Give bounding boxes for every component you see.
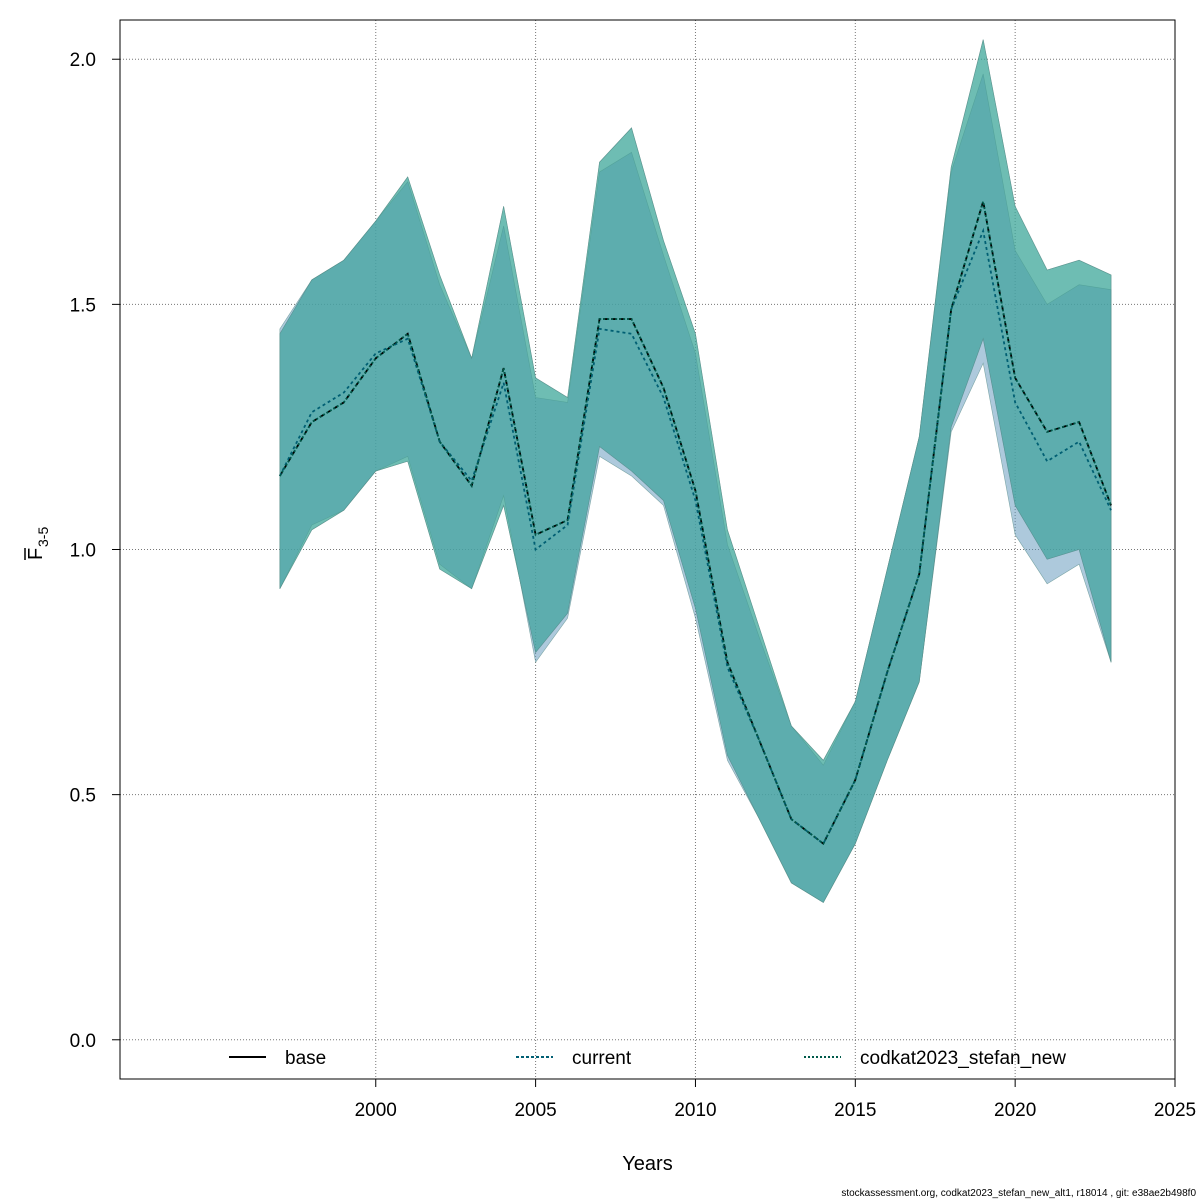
series-line-3 [279, 201, 1112, 846]
x-tick-label: 2010 [674, 1100, 716, 1121]
legend-label-3: codkat2023_stefan_new [860, 1048, 1066, 1069]
y-tick-label: 1.5 [70, 295, 96, 316]
y-tick-label: 0.5 [70, 786, 96, 807]
confidence-band-3 [279, 39, 1112, 903]
x-tick-label: 2005 [514, 1100, 556, 1121]
y-tick-label: 2.0 [70, 50, 96, 71]
y-axis-title: F 3-5 [24, 527, 51, 560]
x-tick-label: 2020 [994, 1100, 1036, 1121]
x-axis-title: Years [622, 1153, 672, 1175]
x-tick-label: 2000 [355, 1100, 397, 1121]
footer-credit: stockassessment.org, codkat2023_stefan_n… [841, 1188, 1196, 1199]
plot-frame [119, 19, 1176, 1080]
x-tick-label: 2015 [834, 1100, 876, 1121]
legend-label-1: base [285, 1048, 326, 1069]
x-tick-label: 2025 [1154, 1100, 1196, 1121]
series-line-2 [279, 227, 1112, 846]
legend: base current codkat2023_stefan_new [229, 1048, 1066, 1069]
series-lines [279, 201, 1112, 846]
y-axis-title-main: F [25, 548, 47, 560]
axes: 2000 2005 2010 2015 2020 2025 0.0 0.5 1.0 1.5 2.0 [70, 50, 1197, 1121]
legend-label-2: current [572, 1048, 632, 1069]
grid-lines [120, 20, 1176, 1079]
y-axis-title-subscript: 3-5 [35, 527, 51, 547]
y-tick-label: 0.0 [70, 1031, 96, 1052]
y-tick-label: 1.0 [70, 541, 96, 562]
